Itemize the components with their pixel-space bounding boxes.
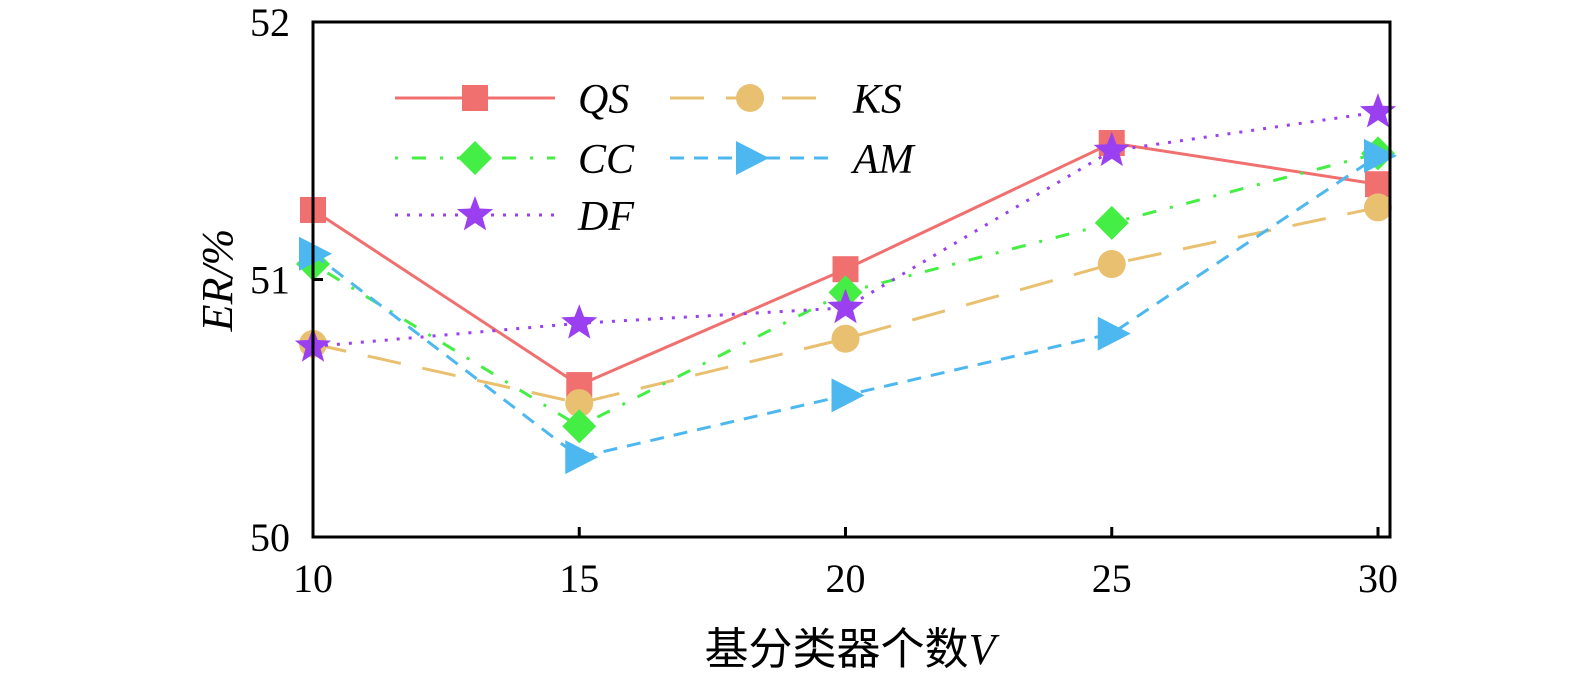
- data-point-am: [831, 378, 865, 413]
- legend-marker-df: [456, 196, 494, 231]
- legend-item-df: DF: [395, 194, 634, 240]
- data-point-df: [827, 288, 864, 324]
- data-point-df: [1359, 93, 1397, 128]
- legend-item-qs: QS: [395, 77, 629, 123]
- series-layer: [294, 93, 1397, 475]
- x-tick-label: 30: [1358, 556, 1398, 601]
- data-point-cc: [562, 409, 597, 444]
- legend-marker-cc: [458, 141, 492, 175]
- x-axis-label: 基分类器个数V: [705, 625, 1001, 674]
- legend-label: AM: [850, 137, 916, 183]
- legend-marker-ks: [736, 84, 764, 112]
- series-df: [294, 93, 1397, 362]
- series-qs: [300, 130, 1391, 399]
- legend-marker-am: [736, 141, 769, 175]
- x-axis-label-text: 基分类器个数: [705, 625, 969, 674]
- series-line-ks: [312, 205, 1379, 405]
- legend-label: DF: [577, 194, 634, 240]
- y-tick-label: 51: [250, 258, 290, 303]
- x-tick-label: 15: [559, 556, 599, 601]
- legend: QS KS CC AM DF: [395, 77, 916, 240]
- data-point-am: [1097, 316, 1131, 351]
- data-point-ks: [565, 389, 594, 418]
- legend-item-am: AM: [670, 137, 916, 183]
- y-axis-label: ER/%: [193, 229, 242, 333]
- x-tick-label: 25: [1092, 556, 1132, 601]
- y-tick-label: 52: [250, 0, 290, 45]
- x-axis-label-var: V: [969, 625, 1001, 674]
- data-point-ks: [1097, 250, 1126, 279]
- data-point-df: [561, 304, 598, 339]
- legend-marker-qs: [462, 85, 488, 111]
- data-point-df: [1093, 131, 1130, 167]
- data-point-ks: [1364, 193, 1392, 222]
- axis-ticks: 10 15 20 25 30 50 51 52: [250, 0, 1398, 601]
- legend-label: QS: [578, 77, 629, 123]
- data-point-am: [299, 236, 332, 271]
- data-point-am: [1364, 138, 1397, 173]
- x-tick-label: 10: [293, 556, 333, 601]
- x-tick-label: 20: [826, 556, 866, 601]
- series-am: [299, 138, 1397, 475]
- legend-item-ks: KS: [670, 77, 902, 123]
- y-tick-label: 50: [250, 515, 290, 560]
- data-point-cc: [1094, 205, 1129, 240]
- data-point-qs: [1365, 171, 1391, 198]
- legend-label: KS: [852, 77, 902, 123]
- legend-label: CC: [578, 137, 635, 183]
- data-point-am: [565, 440, 599, 475]
- data-point-ks: [831, 324, 860, 353]
- legend-item-cc: CC: [395, 137, 635, 183]
